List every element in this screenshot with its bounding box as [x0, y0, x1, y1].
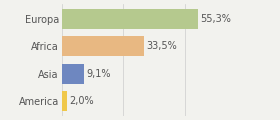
Text: 55,3%: 55,3%	[200, 14, 231, 24]
Text: 9,1%: 9,1%	[87, 69, 111, 79]
Bar	[62, 91, 67, 111]
Bar	[62, 64, 84, 84]
Bar	[62, 9, 198, 29]
Bar	[62, 36, 144, 56]
Text: 33,5%: 33,5%	[147, 41, 177, 51]
Text: 2,0%: 2,0%	[69, 96, 94, 106]
